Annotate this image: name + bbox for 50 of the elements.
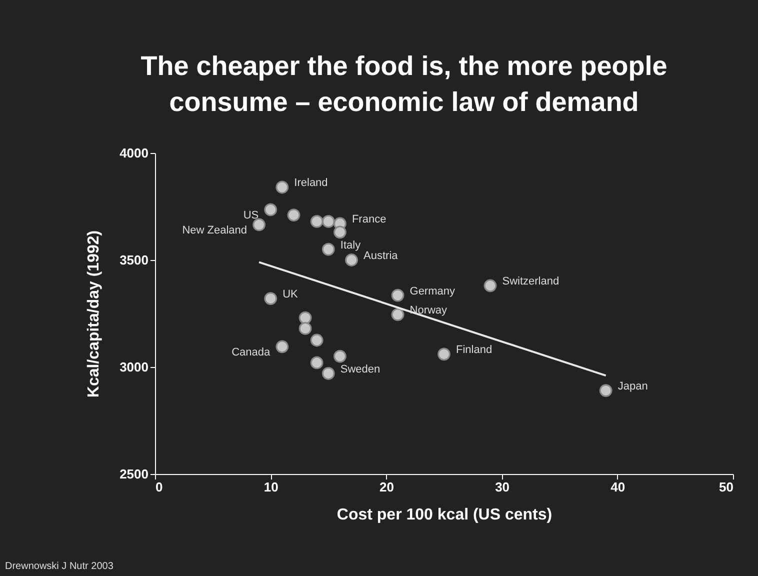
- y-tick-label: 3000: [120, 360, 148, 374]
- point: [252, 218, 266, 232]
- y-axis-title: Kcal/capita/day (1992): [86, 230, 103, 398]
- annotation: Japan: [618, 380, 648, 393]
- point: [276, 180, 289, 194]
- x-tick-label: 30: [495, 480, 510, 494]
- annotation: Sweden: [340, 363, 380, 376]
- point: [287, 208, 300, 222]
- annotation: Italy: [340, 239, 362, 252]
- point: [322, 366, 335, 380]
- point: [264, 292, 278, 305]
- y-tick-label: 4000: [120, 146, 148, 160]
- point: [391, 288, 404, 302]
- point: [334, 226, 346, 239]
- point: [322, 242, 335, 256]
- y-tick-label: 3500: [120, 252, 148, 268]
- annotation: Finland: [456, 344, 492, 356]
- point: [484, 279, 497, 292]
- x-tick-label: 40: [610, 480, 626, 494]
- text: Drewnowski J Nutr 2003: [5, 561, 114, 572]
- point: [310, 356, 324, 370]
- point: [264, 203, 278, 216]
- annotation: Ireland: [294, 177, 328, 190]
- annotation: Norway: [410, 304, 448, 317]
- annotation: Germany: [410, 285, 456, 298]
- point: [310, 215, 324, 228]
- point: [438, 348, 450, 361]
- point: [391, 308, 404, 322]
- x-tick-label: 20: [379, 480, 394, 494]
- annotation: New Zealand: [182, 224, 248, 237]
- annotation: UK: [282, 288, 299, 301]
- point: [345, 254, 358, 266]
- point: [322, 215, 335, 228]
- annotation: US: [243, 210, 259, 222]
- point: [599, 384, 612, 397]
- point: [298, 322, 312, 335]
- point: [298, 311, 312, 324]
- chart-title: The cheaper the food is, the more people consume – economic law of demand: [140, 51, 668, 117]
- annotation: France: [352, 214, 386, 226]
- point: [334, 350, 346, 363]
- x-tick-label: 0: [156, 480, 163, 494]
- annotation: Switzerland: [502, 276, 560, 288]
- annotation: Canada: [232, 346, 272, 359]
- x-axis-title: Cost per 100 kcal (US cents): [336, 506, 552, 524]
- point: [276, 340, 289, 354]
- annotation: Austria: [364, 250, 399, 262]
- x-tick-label: 10: [264, 480, 278, 494]
- y-tick-label: 2500: [120, 466, 148, 482]
- x-tick-label: 50: [719, 480, 734, 494]
- point: [310, 334, 324, 347]
